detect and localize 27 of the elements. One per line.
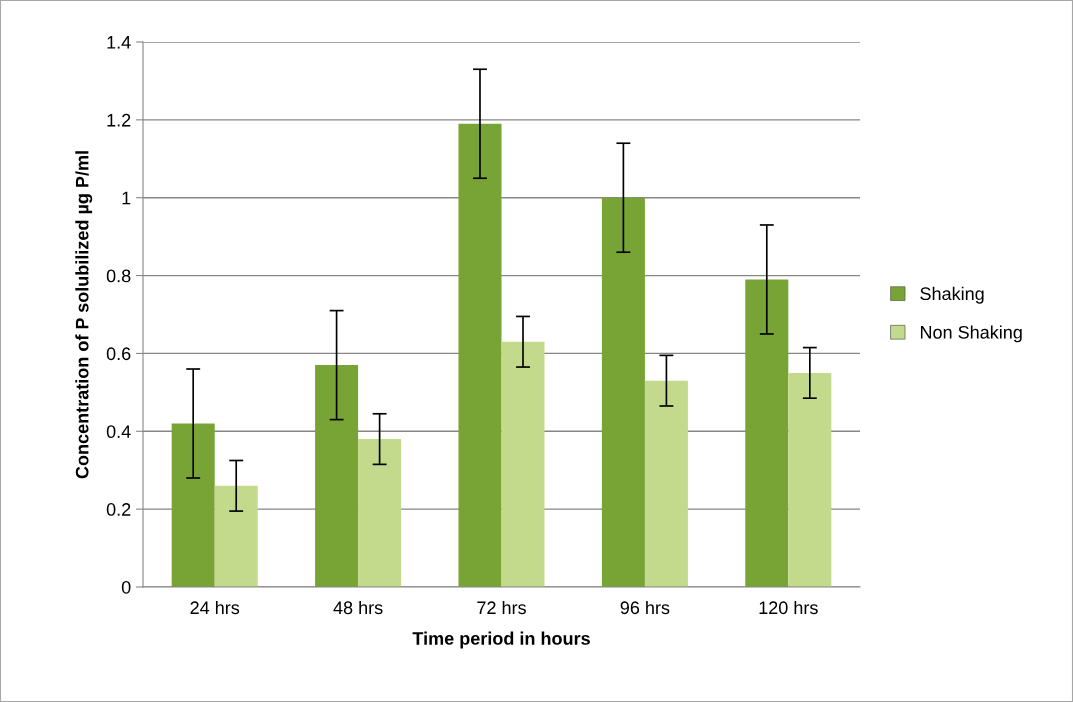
y-axis-title: Concentration of P solubilized µg P/ml: [75, 151, 93, 479]
bar: [644, 380, 688, 587]
y-tick-label: 0.4: [106, 425, 131, 439]
x-axis-title: Time period in hours: [412, 631, 590, 649]
bar: [601, 197, 645, 587]
y-tick-label: 0.2: [106, 503, 131, 516]
bar: [171, 423, 215, 587]
x-tick-label: 96 hrs: [620, 600, 670, 615]
bar: [315, 365, 359, 587]
legend-label: Shaking: [920, 286, 984, 304]
bar: [501, 341, 545, 587]
x-tick-label: 48 hrs: [333, 600, 383, 615]
bar: [358, 439, 402, 587]
y-tick-label: 1: [122, 191, 131, 205]
y-tick-label: 1.2: [107, 113, 131, 127]
y-tick-label: 0: [121, 580, 131, 594]
y-tick-label: 1.4: [107, 36, 131, 49]
legend-label: Non Shaking: [920, 325, 1022, 343]
bar: [214, 485, 258, 587]
bar: [745, 279, 789, 587]
bar: [458, 123, 502, 587]
x-tick-label: 24 hrs: [190, 600, 240, 615]
x-tick-label: 72 hrs: [477, 600, 526, 615]
y-tick-label: 0.6: [106, 347, 131, 361]
x-tick-label: 120 hrs: [759, 600, 818, 615]
bar: [788, 372, 832, 587]
y-tick-label: 0.8: [106, 269, 131, 283]
